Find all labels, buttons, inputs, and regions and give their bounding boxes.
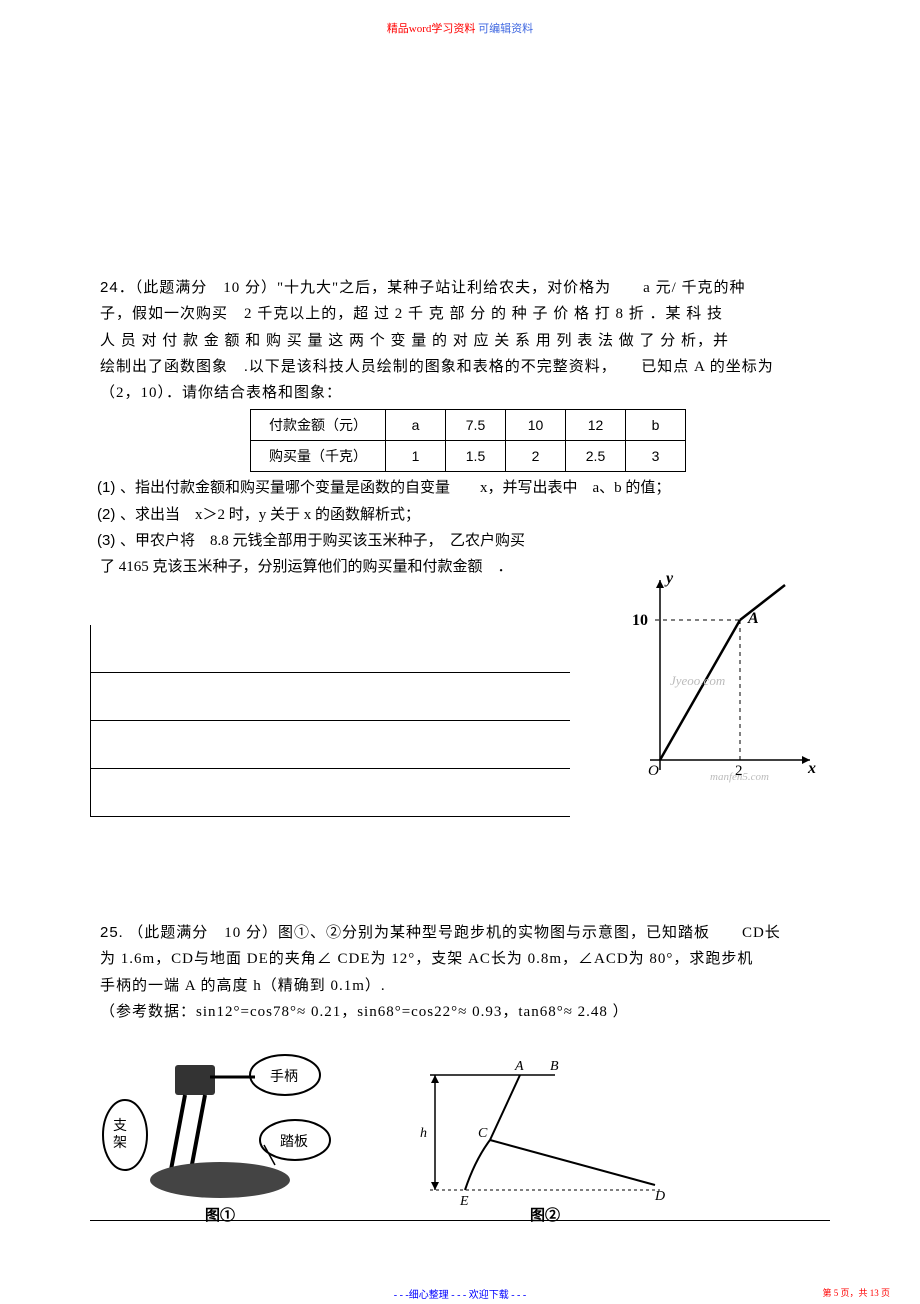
q24-line1: ．（此题满分 10 分）"十九大"之后，某种子站让利给农夫，对价格为 a 元/ …	[119, 280, 746, 296]
subq1: (1) 、指出付款金额和购买量哪个变量是函数的自变量 x，并写出表中 a、b 的…	[100, 475, 820, 501]
q25-line1: . （此题满分 10 分）图①、②分别为某种型号跑步机的实物图与示意图，已知踏板…	[119, 925, 781, 941]
point-e: E	[459, 1194, 469, 1209]
q25-line2: 为 1.6m，CD与地面 DE的夹角∠ CDE为 12°，支架 AC长为 0.8…	[100, 951, 753, 967]
x-axis-label: x	[807, 760, 816, 777]
circled-2: (2)	[97, 502, 115, 528]
answer-line	[90, 625, 570, 673]
cell: 1	[386, 441, 446, 472]
label-pedal: 踏板	[280, 1134, 308, 1150]
y-value-label: 10	[632, 612, 648, 629]
problem-25: 25. （此题满分 10 分）图①、②分别为某种型号跑步机的实物图与示意图，已知…	[100, 920, 820, 1225]
cell: 12	[566, 410, 626, 441]
watermark2: manfen5.com	[710, 771, 769, 783]
table-row: 付款金额（元） a 7.5 10 12 b	[251, 410, 686, 441]
header-blue-text: 可编辑资料	[478, 23, 533, 35]
cell: a	[386, 410, 446, 441]
img1-label: 图①	[205, 1206, 235, 1224]
cell: 10	[506, 410, 566, 441]
footer-center: - - -细心整理 - - - 欢迎下载 - - -	[0, 1286, 920, 1301]
q24-number: 24	[100, 279, 119, 296]
q25-line3: 手柄的一端 A 的高度 h（精确到 0.1m）.	[100, 978, 386, 994]
cell: 2.5	[566, 441, 626, 472]
schematic-diagram: A B C D E h 图②	[400, 1045, 680, 1225]
watermark1: Jyeoo.com	[670, 673, 725, 688]
img2-label: 图②	[530, 1206, 560, 1224]
header-red-text: 精品word学习资料	[387, 23, 476, 35]
point-c: C	[478, 1126, 488, 1141]
problem-24: 24．（此题满分 10 分）"十九大"之后，某种子站让利给农夫，对价格为 a 元…	[100, 275, 820, 580]
label-handle: 手柄	[270, 1069, 298, 1085]
q24-line4: 绘制出了函数图象 .以下是该科技人员绘制的图象和表格的不完整资料， 已知点 A …	[100, 359, 774, 375]
cell: 2	[506, 441, 566, 472]
data-table: 付款金额（元） a 7.5 10 12 b 购买量（千克） 1 1.5 2 2.…	[250, 409, 686, 472]
subq3: (3) 、甲农户将 8.8 元钱全部用于购买该玉米种子， 乙农户购买	[100, 528, 820, 554]
point-a-label: A	[747, 610, 759, 627]
answer-line	[90, 721, 570, 769]
subq2: (2) 、求出当 x＞2 时，y 关于 x 的函数解析式；	[100, 502, 820, 528]
header-watermark: 精品word学习资料 可编辑资料	[0, 20, 920, 36]
row1-label: 付款金额（元）	[251, 410, 386, 441]
q25-number: 25	[100, 924, 119, 941]
answer-line	[90, 769, 570, 817]
circled-1: (1)	[97, 475, 115, 501]
footer-right: 第 5 页，共 13 页	[822, 1286, 890, 1299]
subq2-text: 、求出当 x＞2 时，y 关于 x 的函数解析式；	[120, 507, 420, 523]
y-axis-label: y	[664, 570, 674, 587]
point-d: D	[654, 1189, 665, 1204]
treadmill-image: 支 架 手柄 踏板 图①	[100, 1045, 370, 1225]
q24-line5: （2，10）．请你结合表格和图象：	[100, 385, 342, 401]
label-bracket: 支	[113, 1118, 127, 1134]
answer-lines	[90, 625, 570, 817]
label-bracket2: 架	[113, 1135, 127, 1151]
subq3a-text: 、甲农户将 8.8 元钱全部用于购买该玉米种子， 乙农户购买	[120, 533, 525, 549]
cell: 3	[626, 441, 686, 472]
cell: 7.5	[446, 410, 506, 441]
point-a: A	[514, 1059, 524, 1074]
q24-line3: 人 员 对 付 款 金 额 和 购 买 量 这 两 个 变 量 的 对 应 关 …	[100, 333, 729, 349]
images-row: 支 架 手柄 踏板 图①	[100, 1045, 820, 1225]
q25-line4: （参考数据：sin12°=cos78°≈ 0.21，sin68°=cos22°≈…	[100, 1004, 629, 1020]
height-label: h	[420, 1126, 427, 1141]
answer-line	[90, 673, 570, 721]
point-b: B	[550, 1059, 559, 1074]
bottom-border	[90, 1220, 830, 1221]
subq1-text: 、指出付款金额和购买量哪个变量是函数的自变量 x，并写出表中 a、b 的值；	[120, 480, 670, 496]
function-graph: 10 A O 2 x y Jyeoo.com manfen5.com	[610, 565, 830, 795]
origin-label: O	[648, 763, 659, 779]
q24-line2: 子，假如一次购买 2 千克以上的，超 过 2 千 克 部 分 的 种 子 价 格…	[100, 306, 723, 322]
table-row: 购买量（千克） 1 1.5 2 2.5 3	[251, 441, 686, 472]
problem-24-text: 24．（此题满分 10 分）"十九大"之后，某种子站让利给农夫，对价格为 a 元…	[100, 275, 820, 406]
cell: 1.5	[446, 441, 506, 472]
row2-label: 购买量（千克）	[251, 441, 386, 472]
circled-3: (3)	[97, 528, 115, 554]
cell: b	[626, 410, 686, 441]
problem-25-text: 25. （此题满分 10 分）图①、②分别为某种型号跑步机的实物图与示意图，已知…	[100, 920, 820, 1025]
